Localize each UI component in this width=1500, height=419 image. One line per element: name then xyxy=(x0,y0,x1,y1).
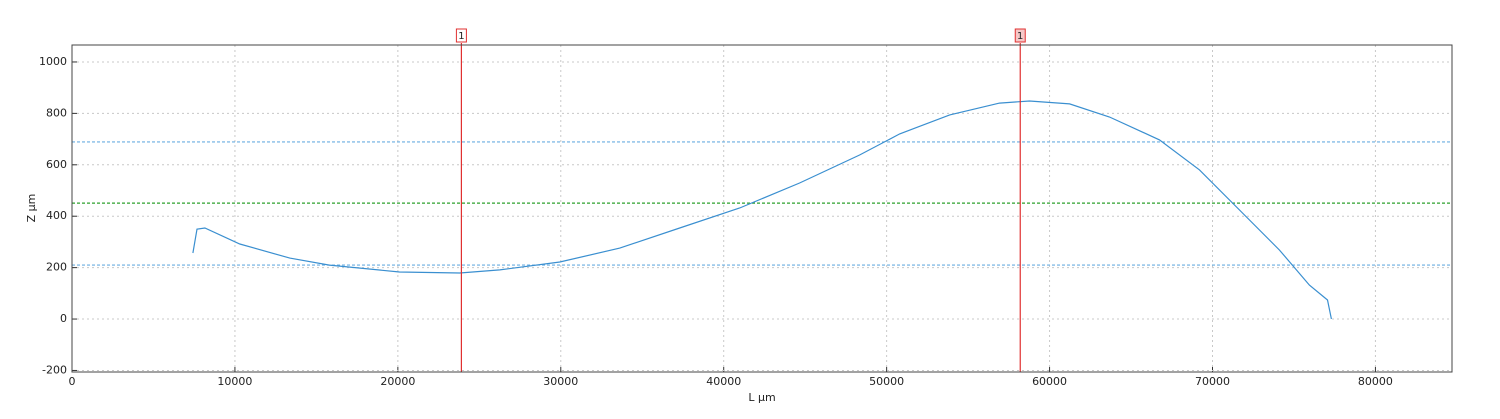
marker-box xyxy=(455,28,467,43)
y-tick-label: 400 xyxy=(46,209,67,222)
y-tick-label: -200 xyxy=(42,363,67,376)
y-tick-label: 200 xyxy=(46,261,67,274)
plot-area xyxy=(72,45,1452,372)
marker-box xyxy=(1014,28,1026,43)
x-tick-label: 40000 xyxy=(706,375,741,388)
x-tick-label: 10000 xyxy=(217,375,252,388)
plot-frame xyxy=(71,44,1453,373)
y-tick-label: 0 xyxy=(60,312,67,325)
profile-line xyxy=(192,100,1332,320)
y-axis-label: Z µm xyxy=(25,194,38,223)
marker-label: 1 xyxy=(1017,31,1023,42)
x-axis-label: L µm xyxy=(748,391,775,404)
y-tick-label: 800 xyxy=(46,106,67,119)
x-tick-label: 0 xyxy=(69,375,76,388)
x-tick-label: 80000 xyxy=(1358,375,1393,388)
x-tick-label: 30000 xyxy=(543,375,578,388)
y-tick-label: 1000 xyxy=(39,55,67,68)
x-tick-label: 50000 xyxy=(869,375,904,388)
x-tick-label: 60000 xyxy=(1032,375,1067,388)
marker-label: 1 xyxy=(458,31,464,42)
x-tick-label: 70000 xyxy=(1195,375,1230,388)
x-tick-label: 20000 xyxy=(380,375,415,388)
y-tick-label: 600 xyxy=(46,158,67,171)
